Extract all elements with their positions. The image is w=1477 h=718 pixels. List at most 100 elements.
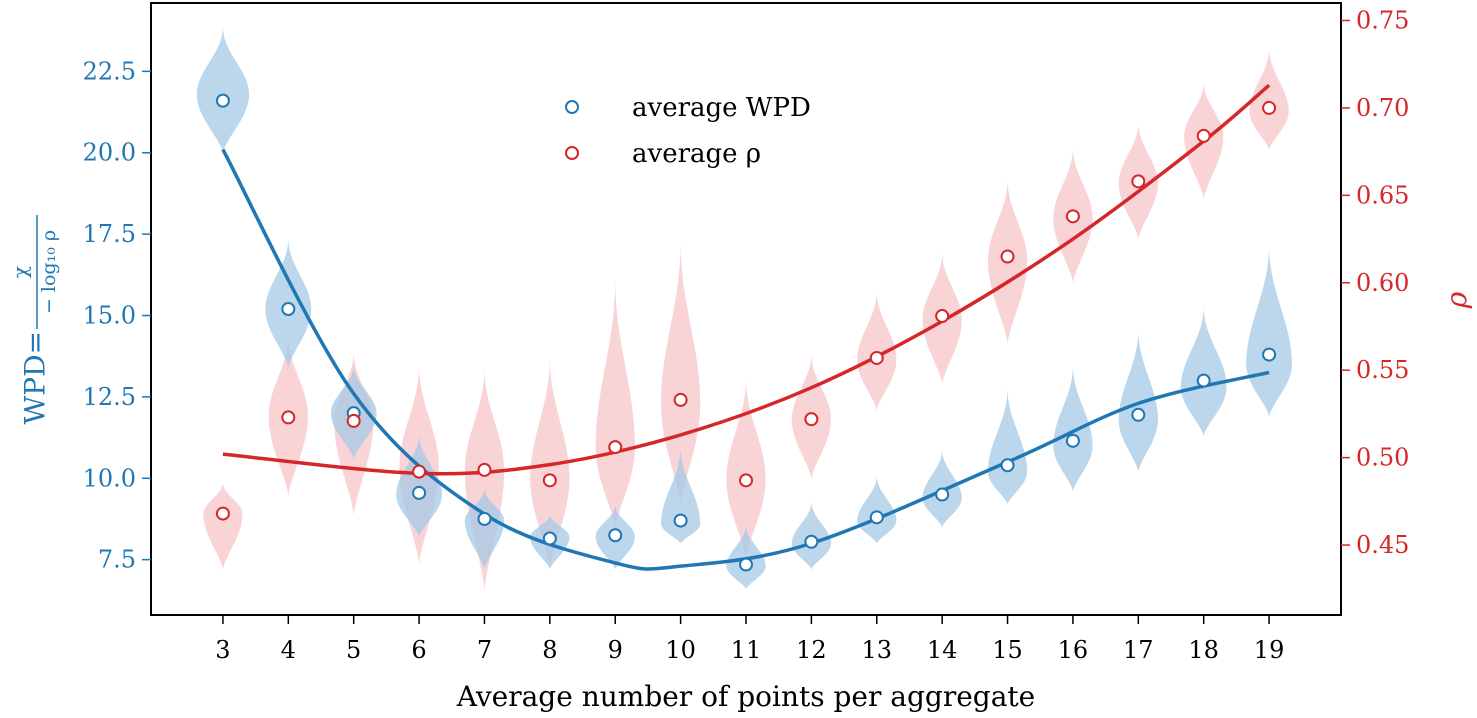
right-axis-ticks: 0.45 0.50 0.55 0.60 0.65 0.70 0.75	[1341, 6, 1409, 559]
left-tick-label: 17.5	[83, 220, 136, 248]
rho-mean-marker	[215, 506, 230, 521]
rho-mean-marker	[935, 308, 950, 323]
x-tick-label: 3	[215, 636, 230, 664]
wpd-mean-marker	[1065, 433, 1080, 448]
x-axis-title: Average number of points per aggregate	[456, 680, 1035, 713]
x-tick-label: 16	[1058, 636, 1089, 664]
left-tick-label: 22.5	[83, 57, 136, 85]
x-axis-ticks: 3 4 5 6 7 8 9 10 11 12 13 14 15 16 17 18 19	[215, 615, 1284, 664]
wpd-mean-marker	[1000, 458, 1015, 473]
rho-mean-marker	[739, 473, 753, 488]
rho-mean-marker	[1196, 128, 1211, 143]
wpd-mean-marker	[281, 302, 296, 316]
wpd-mean-marker	[739, 557, 753, 572]
rho-mean-marker	[346, 413, 361, 428]
fit-lines	[221, 83, 1271, 571]
wpd-violin	[987, 387, 1028, 505]
right-axis-title: ρ	[1440, 291, 1473, 309]
x-tick-label: 6	[411, 636, 426, 664]
rho-violin	[203, 482, 243, 570]
rho-mean-marker	[542, 473, 557, 488]
rho-mean-marker	[1000, 249, 1015, 264]
x-tick-label: 5	[346, 636, 361, 664]
x-tick-label: 14	[927, 636, 958, 664]
rho-violin	[857, 289, 897, 411]
rho-mean-marker	[281, 410, 296, 425]
wpd-violin	[1246, 243, 1292, 417]
x-tick-label: 4	[281, 636, 296, 664]
wpd-mean-marker	[804, 534, 819, 549]
x-tick-label: 13	[861, 636, 892, 664]
wpd-mean-marker	[215, 93, 230, 108]
rho-mean-marker	[477, 462, 492, 477]
wpd-violin	[1118, 328, 1158, 472]
x-tick-label: 9	[608, 636, 623, 664]
rho-violin	[530, 356, 570, 568]
wpd-violin	[857, 475, 897, 544]
x-tick-label: 8	[542, 636, 557, 664]
left-tick-label: 7.5	[98, 546, 136, 574]
left-axis-ticks: 7.5 10.0 12.5 15.0 17.5 20.0 22.5	[83, 57, 151, 574]
right-tick-label: 0.45	[1356, 531, 1409, 559]
right-tick-label: 0.60	[1356, 269, 1409, 297]
rho-mean-marker	[804, 412, 819, 427]
right-tick-label: 0.75	[1356, 6, 1409, 34]
wpd-fit-line	[221, 148, 1270, 571]
left-axis-title-main: WPD=	[19, 331, 52, 425]
left-tick-label: 10.0	[83, 464, 136, 492]
wpd-mean-marker	[608, 528, 623, 543]
wpd-mean-marker	[477, 511, 492, 526]
rho-violin	[1249, 46, 1289, 150]
rho-mean-marker	[869, 350, 884, 365]
rho-violins	[203, 46, 1289, 591]
rho-mean-marker	[608, 440, 623, 455]
wpd-violin	[396, 432, 442, 537]
right-tick-label: 0.70	[1356, 94, 1409, 122]
legend-rho-label: average ρ	[632, 139, 761, 169]
left-axis-title-numerator: χ	[8, 266, 32, 278]
wpd-mean-marker	[1262, 347, 1277, 362]
x-tick-label: 7	[477, 636, 492, 664]
right-tick-label: 0.65	[1356, 181, 1409, 209]
rho-violin	[726, 377, 766, 560]
rho-violin	[595, 275, 635, 530]
wpd-violin	[196, 25, 250, 153]
wpd-violin	[1180, 305, 1227, 436]
wpd-violin	[726, 523, 766, 589]
legend-wpd-label: average WPD	[632, 93, 811, 123]
x-tick-label: 12	[796, 636, 827, 664]
wpd-mean-marker	[1196, 373, 1211, 388]
rho-violin	[661, 239, 701, 507]
rho-fit-line	[222, 83, 1271, 476]
rho-mean-marker	[1065, 209, 1080, 224]
legend-rho-marker	[565, 146, 579, 160]
legend: average WPD average ρ	[565, 93, 811, 169]
wpd-mean-marker	[935, 487, 950, 502]
wpd-mean-marker	[869, 510, 884, 525]
wpd-mean-marker	[673, 513, 688, 528]
wpd-violin	[1053, 364, 1093, 492]
x-tick-label: 10	[665, 636, 696, 664]
left-tick-label: 15.0	[83, 302, 136, 330]
x-tick-label: 17	[1123, 636, 1154, 664]
left-tick-label: 20.0	[83, 139, 136, 167]
left-tick-label: 12.5	[83, 383, 136, 411]
wpd-violin	[661, 445, 701, 544]
mean-markers	[215, 93, 1277, 572]
rho-mean-marker	[1262, 100, 1277, 115]
x-tick-label: 18	[1188, 636, 1219, 664]
left-axis-title-denominator: − log₁₀ ρ	[38, 230, 60, 314]
legend-wpd-marker	[565, 100, 579, 114]
x-tick-label: 15	[992, 636, 1023, 664]
x-tick-label: 19	[1254, 636, 1285, 664]
left-axis-title: WPD= χ − log₁₀ ρ	[8, 215, 60, 425]
rho-mean-marker	[1131, 174, 1146, 189]
right-tick-label: 0.50	[1356, 444, 1409, 472]
wpd-mean-marker	[542, 531, 557, 546]
wpd-mean-marker	[1131, 407, 1146, 422]
rho-mean-marker	[673, 392, 688, 407]
wpd-mean-marker	[412, 485, 427, 500]
x-tick-label: 11	[731, 636, 762, 664]
right-tick-label: 0.55	[1356, 356, 1409, 384]
